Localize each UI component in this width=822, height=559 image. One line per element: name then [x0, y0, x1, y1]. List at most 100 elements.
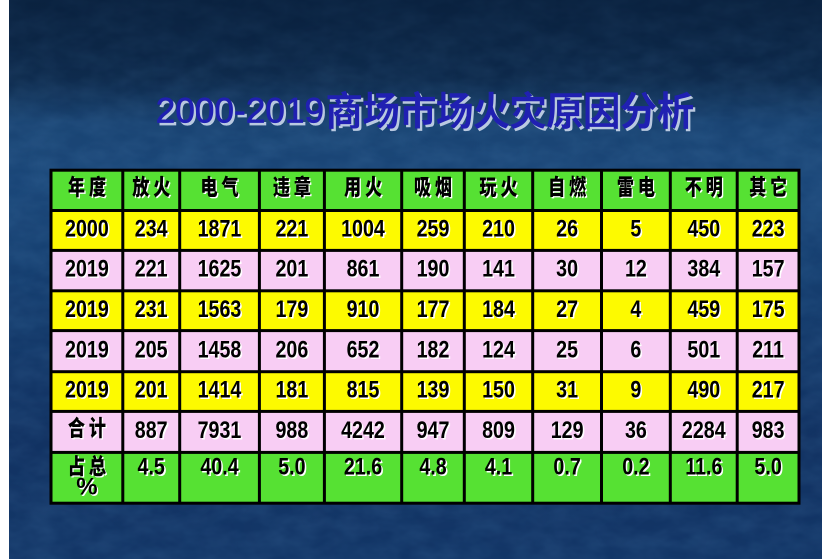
svg-text:4.1: 4.1 [485, 453, 512, 480]
svg-text:31: 31 [556, 376, 578, 403]
svg-text:4.5: 4.5 [138, 453, 165, 480]
svg-text:4242: 4242 [341, 416, 385, 443]
svg-text:4.1: 4.1 [486, 454, 513, 481]
svg-text:182: 182 [417, 335, 450, 362]
svg-text:1458: 1458 [198, 335, 242, 362]
svg-text:1871: 1871 [198, 214, 242, 241]
svg-text:157: 157 [753, 256, 786, 283]
svg-text:1414: 1414 [198, 376, 242, 403]
svg-text:27: 27 [558, 296, 580, 323]
svg-text:9: 9 [632, 377, 643, 404]
svg-text:4: 4 [630, 295, 642, 322]
svg-text:206: 206 [275, 335, 308, 362]
svg-text:0.2: 0.2 [622, 453, 649, 480]
svg-text:5.0: 5.0 [280, 454, 307, 481]
svg-text:1871: 1871 [199, 216, 243, 243]
svg-text:175: 175 [752, 295, 785, 322]
svg-text:815: 815 [348, 377, 381, 404]
svg-text:861: 861 [347, 255, 380, 282]
svg-text:0.7: 0.7 [553, 453, 580, 480]
svg-text:%: % [78, 475, 99, 502]
svg-text:205: 205 [135, 335, 168, 362]
svg-text:2000: 2000 [65, 214, 109, 241]
svg-text:201: 201 [275, 255, 308, 282]
svg-text:490: 490 [689, 377, 722, 404]
svg-text:184: 184 [482, 295, 516, 322]
svg-text:141: 141 [484, 256, 517, 283]
svg-text:1625: 1625 [198, 255, 242, 282]
svg-text:9: 9 [630, 376, 641, 403]
svg-text:910: 910 [347, 295, 380, 322]
svg-text:1004: 1004 [343, 216, 387, 243]
svg-text:947: 947 [418, 418, 451, 445]
svg-text:21.6: 21.6 [345, 454, 383, 481]
svg-text:181: 181 [275, 376, 308, 403]
svg-text:124: 124 [482, 335, 516, 362]
svg-text:201: 201 [277, 256, 310, 283]
svg-text:2019: 2019 [67, 337, 111, 364]
svg-text:1458: 1458 [199, 337, 243, 364]
svg-text:%: % [76, 474, 97, 501]
svg-text:809: 809 [482, 416, 515, 443]
svg-text:4242: 4242 [343, 418, 387, 445]
svg-text:211: 211 [754, 337, 786, 364]
svg-text:129: 129 [551, 416, 584, 443]
svg-text:210: 210 [482, 214, 515, 241]
svg-text:1414: 1414 [199, 377, 243, 404]
svg-text:6: 6 [632, 337, 643, 364]
svg-text:182: 182 [418, 337, 451, 364]
svg-text:5.0: 5.0 [756, 454, 783, 481]
svg-text:177: 177 [417, 295, 450, 322]
svg-text:259: 259 [418, 216, 451, 243]
svg-text:124: 124 [484, 337, 518, 364]
svg-text:205: 205 [136, 337, 169, 364]
svg-text:25: 25 [556, 335, 578, 362]
svg-text:809: 809 [484, 418, 517, 445]
svg-text:5.0: 5.0 [754, 453, 781, 480]
svg-text:190: 190 [418, 256, 451, 283]
svg-text:887: 887 [135, 416, 168, 443]
svg-text:217: 217 [753, 377, 786, 404]
svg-text:7931: 7931 [199, 418, 243, 445]
svg-text:4.8: 4.8 [419, 453, 446, 480]
svg-text:30: 30 [556, 255, 578, 282]
svg-text:4.8: 4.8 [421, 454, 448, 481]
svg-text:141: 141 [482, 255, 515, 282]
svg-text:1563: 1563 [199, 296, 243, 323]
svg-text:501: 501 [687, 335, 720, 362]
svg-text:139: 139 [418, 377, 451, 404]
svg-text:652: 652 [348, 337, 381, 364]
svg-text:221: 221 [277, 216, 310, 243]
svg-text:910: 910 [348, 296, 381, 323]
svg-text:887: 887 [136, 418, 169, 445]
svg-text:6: 6 [630, 335, 641, 362]
svg-text:2284: 2284 [683, 418, 727, 445]
svg-text:11.6: 11.6 [685, 453, 722, 480]
svg-text:2019: 2019 [65, 376, 109, 403]
svg-text:184: 184 [484, 296, 518, 323]
svg-text:983: 983 [752, 416, 785, 443]
svg-text:150: 150 [484, 377, 517, 404]
svg-text:5: 5 [632, 216, 643, 243]
svg-text:0.2: 0.2 [624, 454, 651, 481]
svg-text:175: 175 [753, 296, 786, 323]
svg-text:4: 4 [632, 296, 644, 323]
svg-text:40.4: 40.4 [200, 453, 239, 480]
svg-text:223: 223 [752, 214, 785, 241]
svg-text:450: 450 [689, 216, 722, 243]
svg-text:30: 30 [558, 256, 580, 283]
svg-text:206: 206 [277, 337, 310, 364]
svg-text:1625: 1625 [199, 256, 243, 283]
svg-text:234: 234 [135, 214, 169, 241]
svg-text:5.0: 5.0 [278, 453, 305, 480]
svg-text:12: 12 [625, 255, 647, 282]
svg-text:25: 25 [558, 337, 580, 364]
svg-text:36: 36 [626, 418, 648, 445]
svg-text:2019: 2019 [67, 256, 111, 283]
svg-text:259: 259 [417, 214, 450, 241]
svg-text:31: 31 [558, 377, 580, 404]
svg-text:1004: 1004 [341, 214, 385, 241]
svg-text:2019: 2019 [65, 255, 109, 282]
svg-text:129: 129 [552, 418, 585, 445]
svg-text:12: 12 [626, 256, 648, 283]
